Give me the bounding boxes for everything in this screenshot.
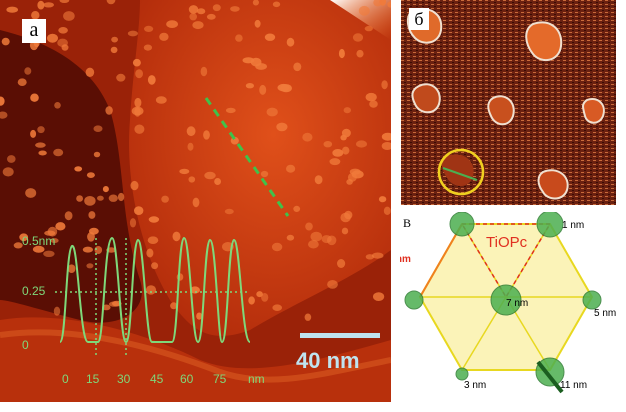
y-label-bottom: 0 [22,338,29,352]
x-label-45: 45 [150,372,164,386]
islands-zoom [407,8,605,200]
label-1nm: 1 nm [562,220,585,231]
x-label-30: 30 [117,372,131,386]
x-label-15: 15 [86,372,100,386]
panel-label-a: а [22,19,46,43]
y-label-top: 0.5nm [22,234,56,248]
highlight-circle [437,148,485,196]
panel-b-stm-image: б [401,0,616,205]
panel-label-b: б [409,8,429,30]
x-label-60: 60 [180,372,194,386]
molecule-label: TiOPc [486,234,528,251]
label-15nm: 15 nm [400,254,411,265]
scale-bar-label: 40 nm [296,348,360,373]
molecule-triangle [460,223,552,299]
label-7nm: 7 nm [506,298,529,309]
cluster-axis [536,360,564,394]
label-3nm: 3 nm [464,380,487,391]
measure-line [442,167,478,181]
molecule-clusters [404,212,602,387]
stm-zoom [401,0,616,205]
label-11nm: 11 nm [560,380,588,391]
x-label-0: 0 [62,372,69,386]
stm-topography [0,0,391,402]
scale-bar [300,333,380,338]
y-label-mid: 0.25 [22,284,46,298]
molecular-islands [0,0,391,321]
x-label-unit: nm [248,372,265,386]
panel-label-c: В [400,216,414,230]
height-profile [55,236,251,358]
panel-c-schematic: В TiOPc 15 nm 1 nm 7 nm 5 nm 3 nm 11 nm [400,212,626,412]
x-label-75: 75 [213,372,227,386]
profile-path-line [204,97,290,217]
hexagon-model [404,212,602,394]
panel-a-stm-image: а 0.5nm 0.25 0 0 15 30 45 60 75 nm 40 nm [0,0,391,402]
label-5nm: 5 nm [594,308,617,319]
